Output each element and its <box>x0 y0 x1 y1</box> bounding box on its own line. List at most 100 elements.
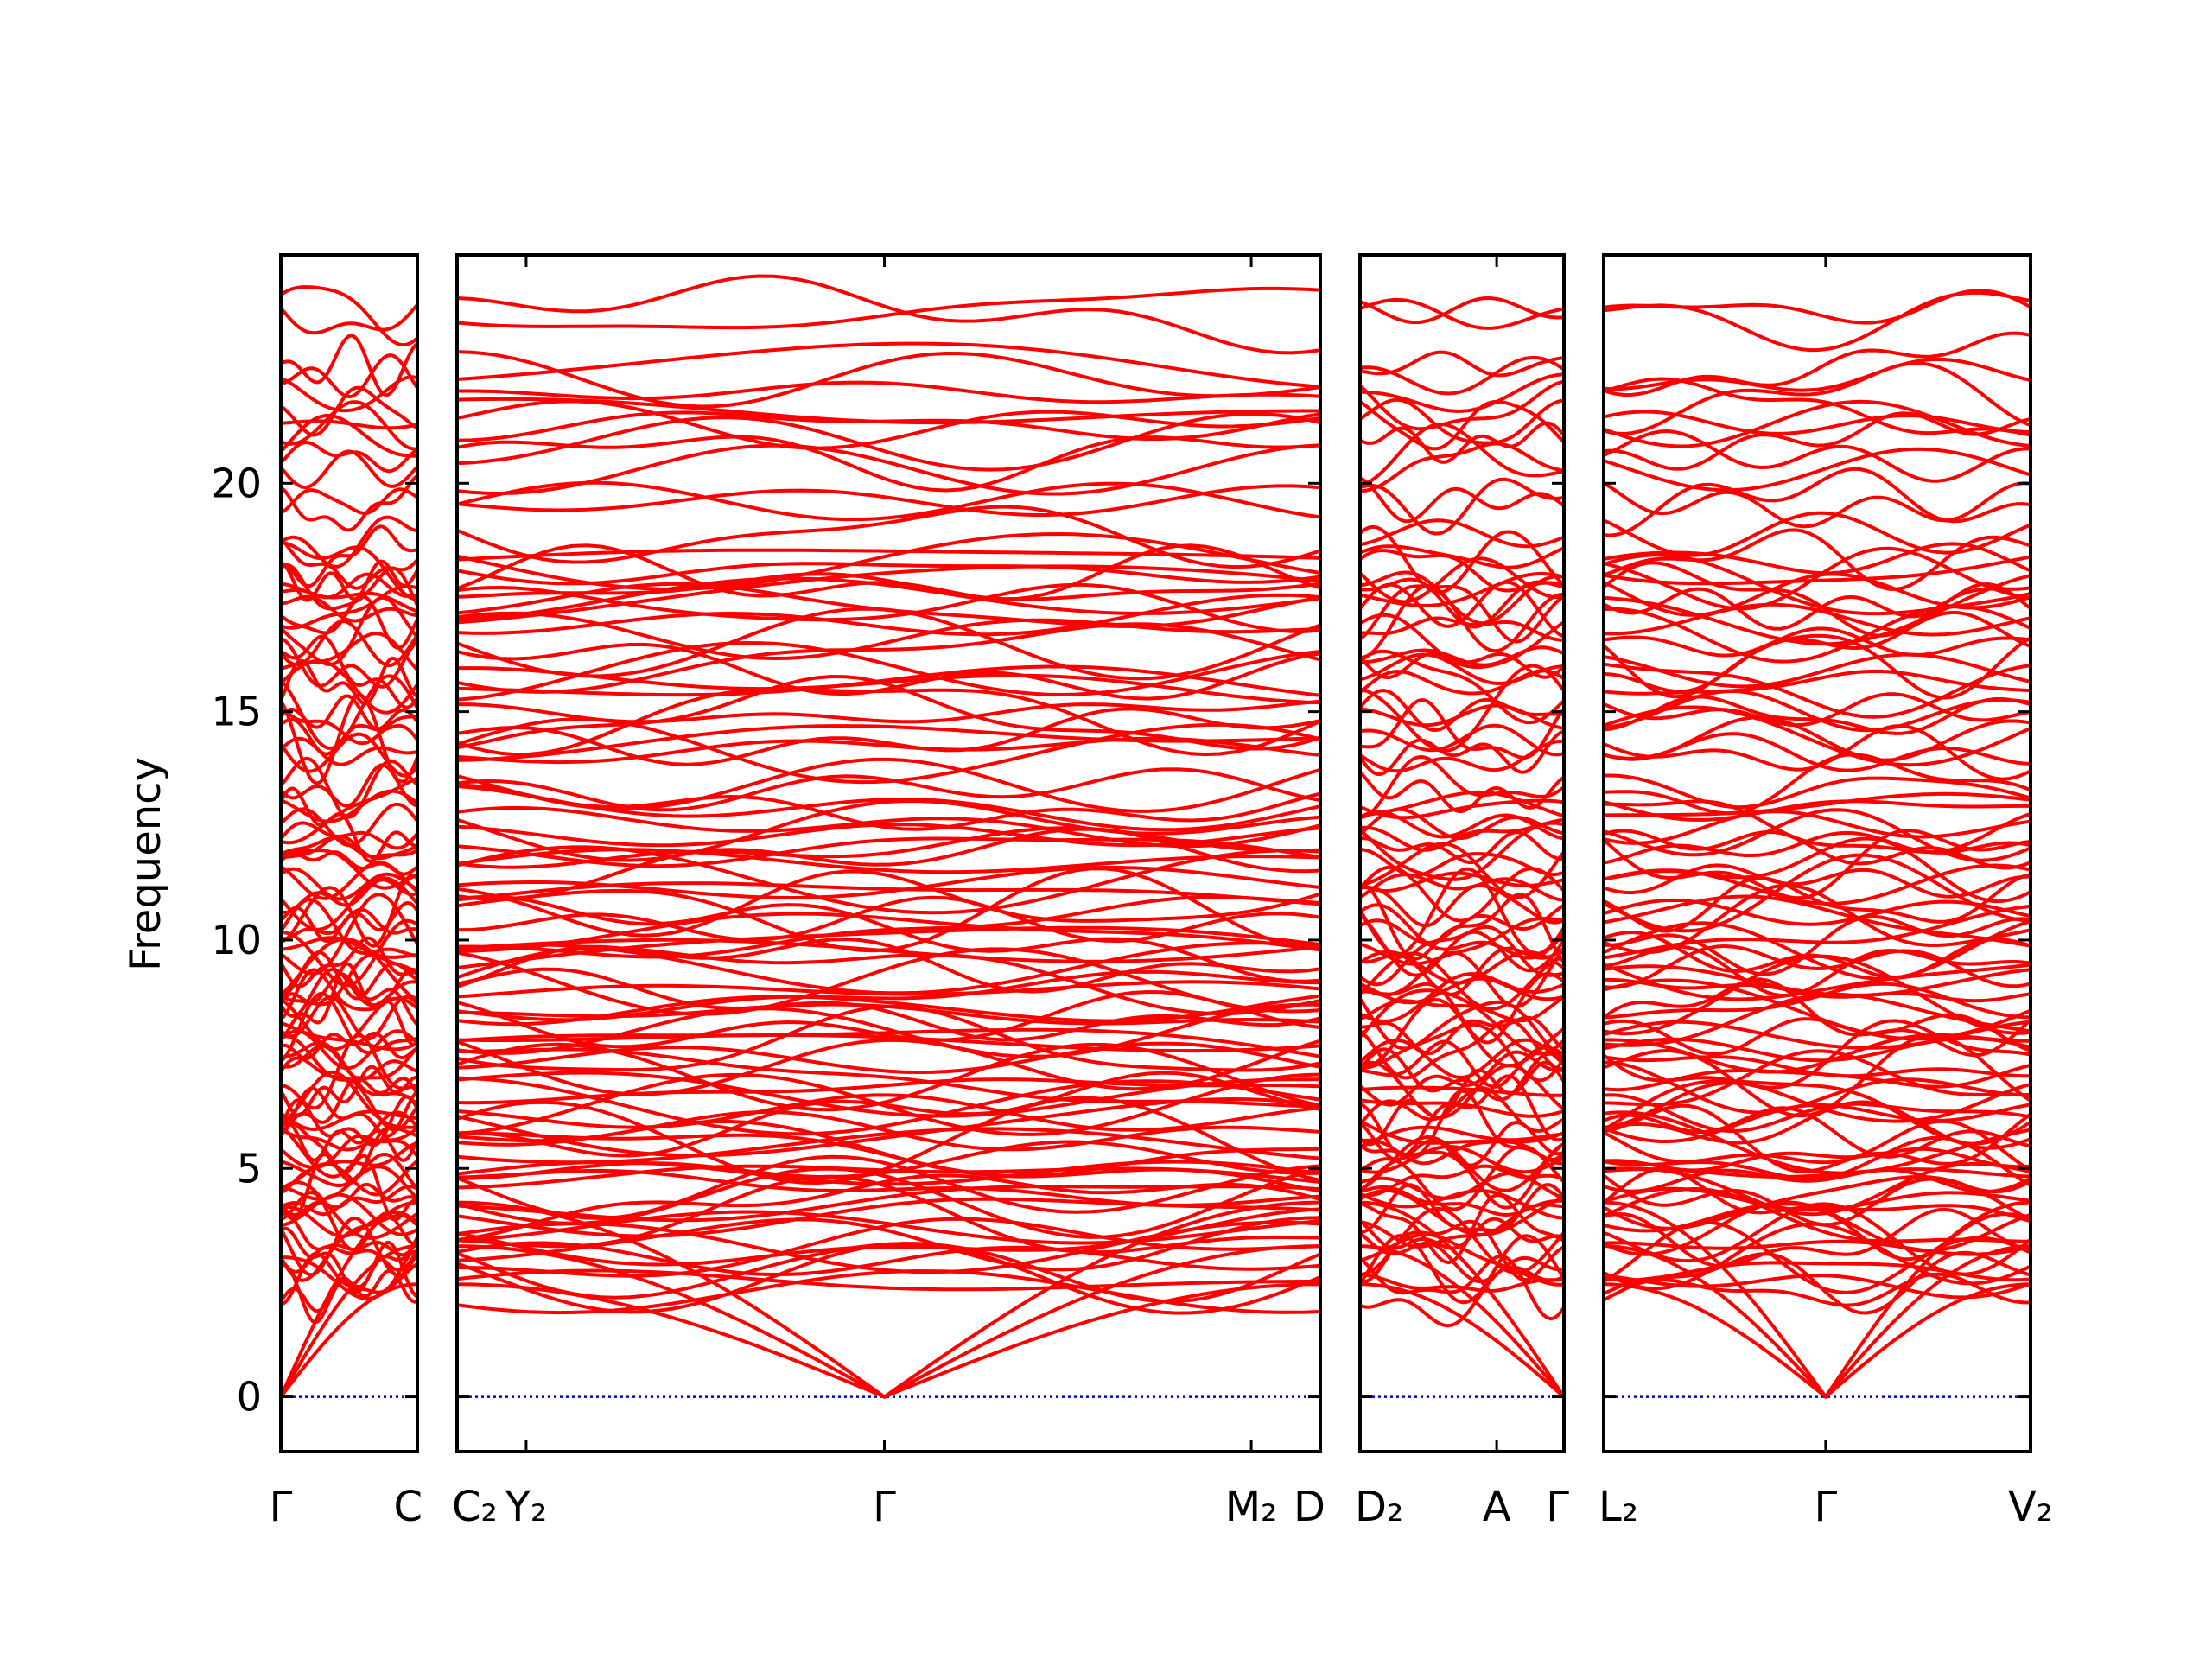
phonon-band-line <box>281 582 417 613</box>
panel-2-bands <box>1360 296 1564 1399</box>
acoustic-band-line <box>1823 1282 2031 1399</box>
phonon-band-line <box>1360 477 1564 536</box>
y-tick-label: 10 <box>211 917 262 963</box>
phonon-band-line <box>281 487 417 515</box>
phonon-band-line <box>457 785 1320 832</box>
phonon-band-line <box>281 441 417 474</box>
phonon-band-line <box>1604 791 2031 817</box>
phonon-band-line <box>281 658 417 715</box>
phonon-band-line <box>1360 739 1564 773</box>
phonon-band-line <box>457 767 1320 812</box>
x-tick-label: V₂ <box>2008 1483 2053 1531</box>
phonon-band-line <box>1604 377 2031 437</box>
phonon-band-line <box>1360 807 1564 840</box>
x-tick-label: C₂ <box>452 1483 498 1531</box>
panel-0-bands <box>281 285 417 1399</box>
phonon-band-line <box>1604 1036 2031 1063</box>
phonon-band-line <box>1604 1135 2031 1187</box>
phonon-band-line <box>1604 904 2031 960</box>
phonon-band-line <box>1604 555 2031 586</box>
phonon-band-line <box>1360 1039 1564 1089</box>
phonon-band-line <box>1360 372 1564 413</box>
phonon-band-line <box>1604 863 2031 906</box>
phonon-band-line <box>1360 995 1564 1023</box>
panel-frame <box>1358 253 1566 1453</box>
phonon-band-line <box>457 1071 1320 1158</box>
phonon-band-line <box>1604 773 2031 810</box>
acoustic-band-line <box>457 1244 887 1399</box>
phonon-band-line <box>1360 950 1564 985</box>
phonon-band-line <box>457 736 1320 765</box>
phonon-band-line <box>1604 1250 2031 1315</box>
phonon-band-line <box>281 967 417 1021</box>
phonon-band-line <box>1604 914 2031 976</box>
phonon-band-line <box>1604 481 2031 529</box>
x-tick-label: D₂ <box>1355 1483 1403 1531</box>
phonon-band-line <box>281 1029 417 1071</box>
phonon-band-line <box>1360 1019 1564 1080</box>
phonon-band-line <box>1604 290 2031 353</box>
phonon-band-line <box>457 572 1320 601</box>
phonon-band-line <box>281 732 417 778</box>
phonon-band-line <box>281 789 417 823</box>
phonon-band-line <box>457 548 1320 562</box>
phonon-band-line <box>457 947 1320 1016</box>
phonon-band-line <box>457 1268 1320 1292</box>
phonon-band-line <box>281 1086 417 1138</box>
phonon-band-line <box>457 994 1320 1027</box>
phonon-band-line <box>1360 1119 1564 1145</box>
phonon-band-line <box>281 907 417 941</box>
phonon-band-line <box>457 399 1320 450</box>
phonon-band-line <box>1360 584 1564 644</box>
phonon-band-line <box>1360 972 1564 1023</box>
phonon-band-line <box>281 995 417 1041</box>
phonon-band-line <box>1604 732 2031 772</box>
phonon-band-line <box>1604 429 2031 483</box>
phonon-band-line <box>457 1093 1320 1132</box>
phonon-band-line <box>457 724 1320 762</box>
phonon-band-line <box>1360 1273 1564 1293</box>
phonon-band-line <box>457 895 1320 959</box>
phonon-band-line <box>1604 1020 2031 1050</box>
phonon-band-line <box>1604 1119 2031 1173</box>
phonon-band-line <box>457 1174 1320 1255</box>
phonon-band-line <box>1360 1144 1564 1211</box>
phonon-band-line <box>1604 944 2031 998</box>
phonon-band-line <box>1360 871 1564 893</box>
phonon-band-line <box>281 594 417 650</box>
phonon-band-line <box>1360 1232 1564 1287</box>
phonon-band-line <box>1604 331 2031 397</box>
y-tick-label: 0 <box>237 1374 262 1421</box>
phonon-band-line <box>1604 447 2031 493</box>
acoustic-band-line <box>882 1282 1320 1399</box>
phonon-band-line <box>281 736 417 766</box>
phonon-band-line <box>457 593 1320 637</box>
phonon-band-line <box>1360 755 1564 819</box>
phonon-band-line <box>281 594 417 623</box>
phonon-band-line <box>1360 1183 1564 1235</box>
x-tick-label: Γ <box>873 1483 896 1531</box>
phonon-band-line <box>1604 662 2031 719</box>
phonon-band-line <box>1604 810 2031 845</box>
phonon-band-line <box>1360 865 1564 923</box>
phonon-band-line <box>457 641 1320 702</box>
acoustic-band-line <box>281 1244 417 1399</box>
phonon-band-line <box>1604 830 2031 865</box>
phonon-band-line <box>457 666 1320 705</box>
phonon-band-line <box>281 717 417 756</box>
phonon-band-line <box>281 524 417 588</box>
phonon-band-line <box>457 435 1320 493</box>
phonon-band-line <box>457 1096 1320 1185</box>
phonon-band-line <box>281 1121 417 1162</box>
phonon-band-line <box>457 1041 1320 1074</box>
phonon-band-line <box>1360 1047 1564 1102</box>
phonon-band-line <box>1360 544 1564 569</box>
phonon-band-line <box>1604 361 2031 435</box>
phonon-band-line <box>281 1159 417 1197</box>
phonon-band-line <box>281 802 417 848</box>
phonon-band-line <box>457 1217 1320 1278</box>
phonon-band-line <box>1360 1060 1564 1147</box>
phonon-band-line <box>1604 1161 2031 1217</box>
phonon-band-line <box>457 350 1320 409</box>
phonon-band-line <box>1604 944 2031 989</box>
